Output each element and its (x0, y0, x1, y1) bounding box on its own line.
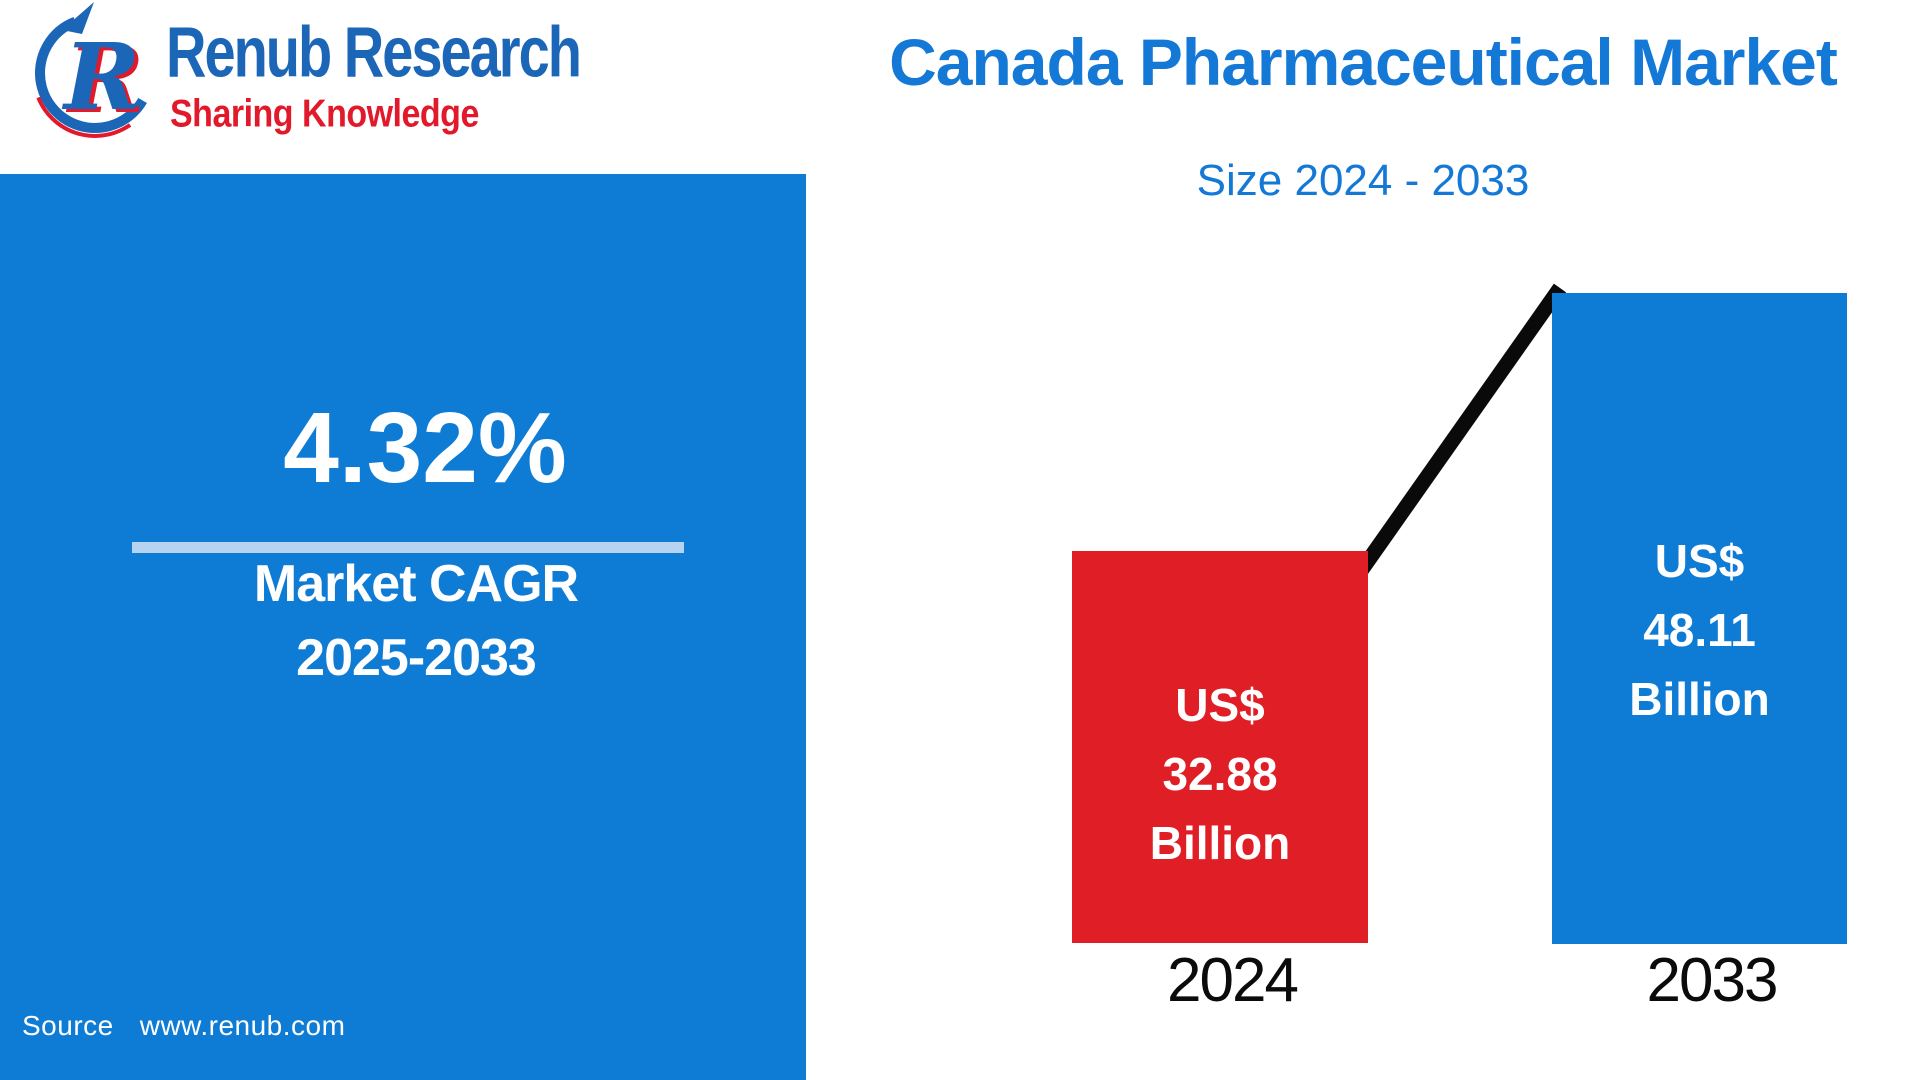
bar-2024: US$ 32.88 Billion (1072, 551, 1368, 943)
bar-2033-label-unit: Billion (1629, 673, 1770, 725)
bar-2024-label-currency: US$ (1175, 679, 1265, 731)
brand-header: R R Renub Research Sharing Knowledge (0, 0, 806, 174)
source-note: Source www.renub.com (22, 1010, 345, 1042)
page-subtitle: Size 2024 - 2033 (1196, 156, 1530, 205)
year-label-2033: 2033 (1646, 946, 1779, 1015)
brand-tagline: Sharing Knowledge (170, 92, 479, 136)
cagr-panel: 4.32% Market CAGR 2025-2033 Source www.re… (0, 174, 806, 1080)
cagr-label-line2: 2025-2033 (296, 629, 537, 687)
bar-2033: US$ 48.11 Billion (1552, 293, 1847, 944)
bar-2033-label-currency: US$ (1654, 535, 1745, 587)
bar-2024-label-value: 32.88 (1162, 748, 1278, 800)
brand-name: Renub Research (166, 11, 582, 92)
bar-2024-label-unit: Billion (1149, 817, 1291, 869)
page-title: Canada Pharmaceutical Market (889, 25, 1838, 99)
cagr-divider (132, 542, 684, 553)
cagr-value: 4.32% (283, 392, 567, 504)
renub-logo-icon: R R (32, 2, 158, 138)
cagr-label-line1: Market CAGR (253, 555, 579, 613)
source-label: Source (22, 1010, 114, 1041)
svg-text:R: R (65, 26, 144, 134)
year-label-2024: 2024 (1167, 946, 1299, 1015)
bar-2033-label-value: 48.11 (1643, 604, 1756, 656)
svg-text:R: R (61, 23, 140, 131)
source-url: www.renub.com (139, 1010, 346, 1041)
